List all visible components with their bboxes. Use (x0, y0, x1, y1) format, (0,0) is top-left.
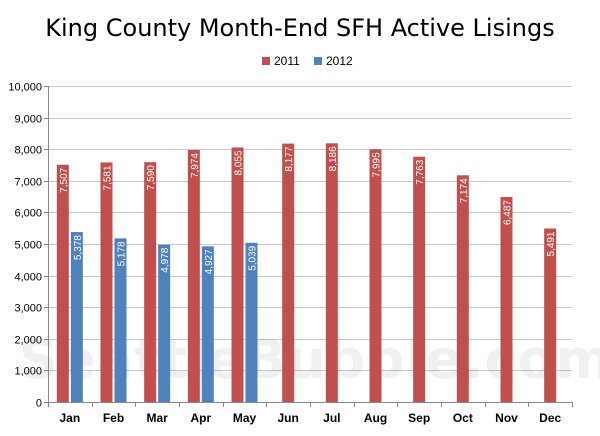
data-label-2011-aug: 7,995 (372, 152, 383, 177)
y-tick-label: 7,000 (14, 177, 42, 189)
data-label-2011-jul: 8,186 (328, 146, 339, 171)
legend: 2011 2012 (262, 54, 353, 68)
x-tick-label: Oct (453, 411, 473, 425)
bar-2011-feb (100, 162, 113, 402)
y-tick-label: 6,000 (14, 208, 42, 220)
y-tick-label: 4,000 (14, 272, 42, 284)
x-tick-label: Mar (146, 411, 168, 425)
data-label-2012-may: 5,039 (248, 245, 259, 270)
x-tick-label: Nov (495, 411, 518, 425)
bar-2011-nov (500, 197, 513, 402)
x-axis-ticks: Jan Feb Mar Apr May Jun Jul Aug Sep Oct Nov Dec (48, 402, 573, 425)
bar-2012-apr (201, 246, 214, 402)
data-label-2012-mar: 4,978 (160, 247, 171, 272)
bars (56, 143, 557, 403)
legend-swatch-2011 (262, 57, 270, 65)
x-tick-label: Jun (277, 411, 298, 425)
x-tick-label: Jul (323, 411, 340, 425)
data-label-2011-apr: 7,974 (190, 153, 201, 178)
data-label-2011-jan: 7,507 (59, 167, 70, 192)
bar-2011-dec (544, 228, 557, 402)
y-tick-label: 2,000 (14, 335, 42, 347)
y-tick-label: 10,000 (8, 82, 42, 94)
data-label-2012-apr: 4,927 (204, 249, 215, 274)
x-tick-label: Aug (364, 411, 387, 425)
bar-2012-jan (70, 232, 83, 402)
data-labels: 7,507 5,378 7,581 5,178 7,590 4,978 7,974 4,927… (59, 146, 557, 274)
y-tick-label: 1,000 (14, 366, 42, 378)
bar-2012-mar (158, 244, 171, 402)
data-label-2012-feb: 5,178 (117, 241, 128, 266)
data-label-2011-oct: 7,174 (459, 178, 470, 203)
y-tick-label: 0 (36, 398, 42, 410)
x-tick-label: Jan (59, 411, 80, 425)
y-tick-label: 8,000 (14, 145, 42, 157)
bar-2011-mar (144, 162, 157, 402)
y-tick-label: 9,000 (14, 114, 42, 126)
bar-2011-jun (282, 143, 295, 402)
bar-2011-jan (56, 164, 69, 402)
data-label-2011-dec: 5,491 (546, 231, 557, 256)
data-label-2011-may: 8,055 (234, 150, 245, 175)
chart-title: King County Month-End SFH Active Lisings (45, 14, 554, 42)
x-tick-label: Apr (190, 411, 211, 425)
y-tick-label: 3,000 (14, 303, 42, 315)
bar-2011-may (231, 147, 244, 402)
x-tick-label: Dec (539, 411, 561, 425)
legend-swatch-2012 (314, 57, 322, 65)
bar-2011-oct (456, 175, 469, 402)
bar-2011-apr (187, 150, 200, 402)
data-label-2011-mar: 7,590 (146, 165, 157, 190)
gridlines (48, 86, 572, 371)
bar-2011-jul (325, 143, 338, 403)
data-label-2011-sep: 7,763 (415, 159, 426, 184)
data-label-2011-jun: 8,177 (284, 146, 295, 171)
y-tick-label: 5,000 (14, 240, 42, 252)
bar-2012-may (245, 242, 258, 402)
x-tick-label: Feb (103, 411, 124, 425)
bar-2011-sep (413, 156, 426, 402)
bar-2011-aug (369, 149, 382, 402)
x-tick-label: May (233, 411, 257, 425)
data-label-2011-nov: 6,487 (503, 200, 514, 225)
legend-label-2011: 2011 (274, 54, 300, 68)
bar-2012-feb (114, 238, 127, 402)
x-tick-label: Sep (408, 411, 430, 425)
y-axis-ticks: 0 1,000 2,000 3,000 4,000 5,000 6,000 7,000 8,00… (8, 82, 48, 410)
data-label-2011-feb: 7,581 (103, 165, 114, 190)
data-label-2012-jan: 5,378 (73, 235, 84, 260)
legend-label-2012: 2012 (326, 54, 353, 68)
